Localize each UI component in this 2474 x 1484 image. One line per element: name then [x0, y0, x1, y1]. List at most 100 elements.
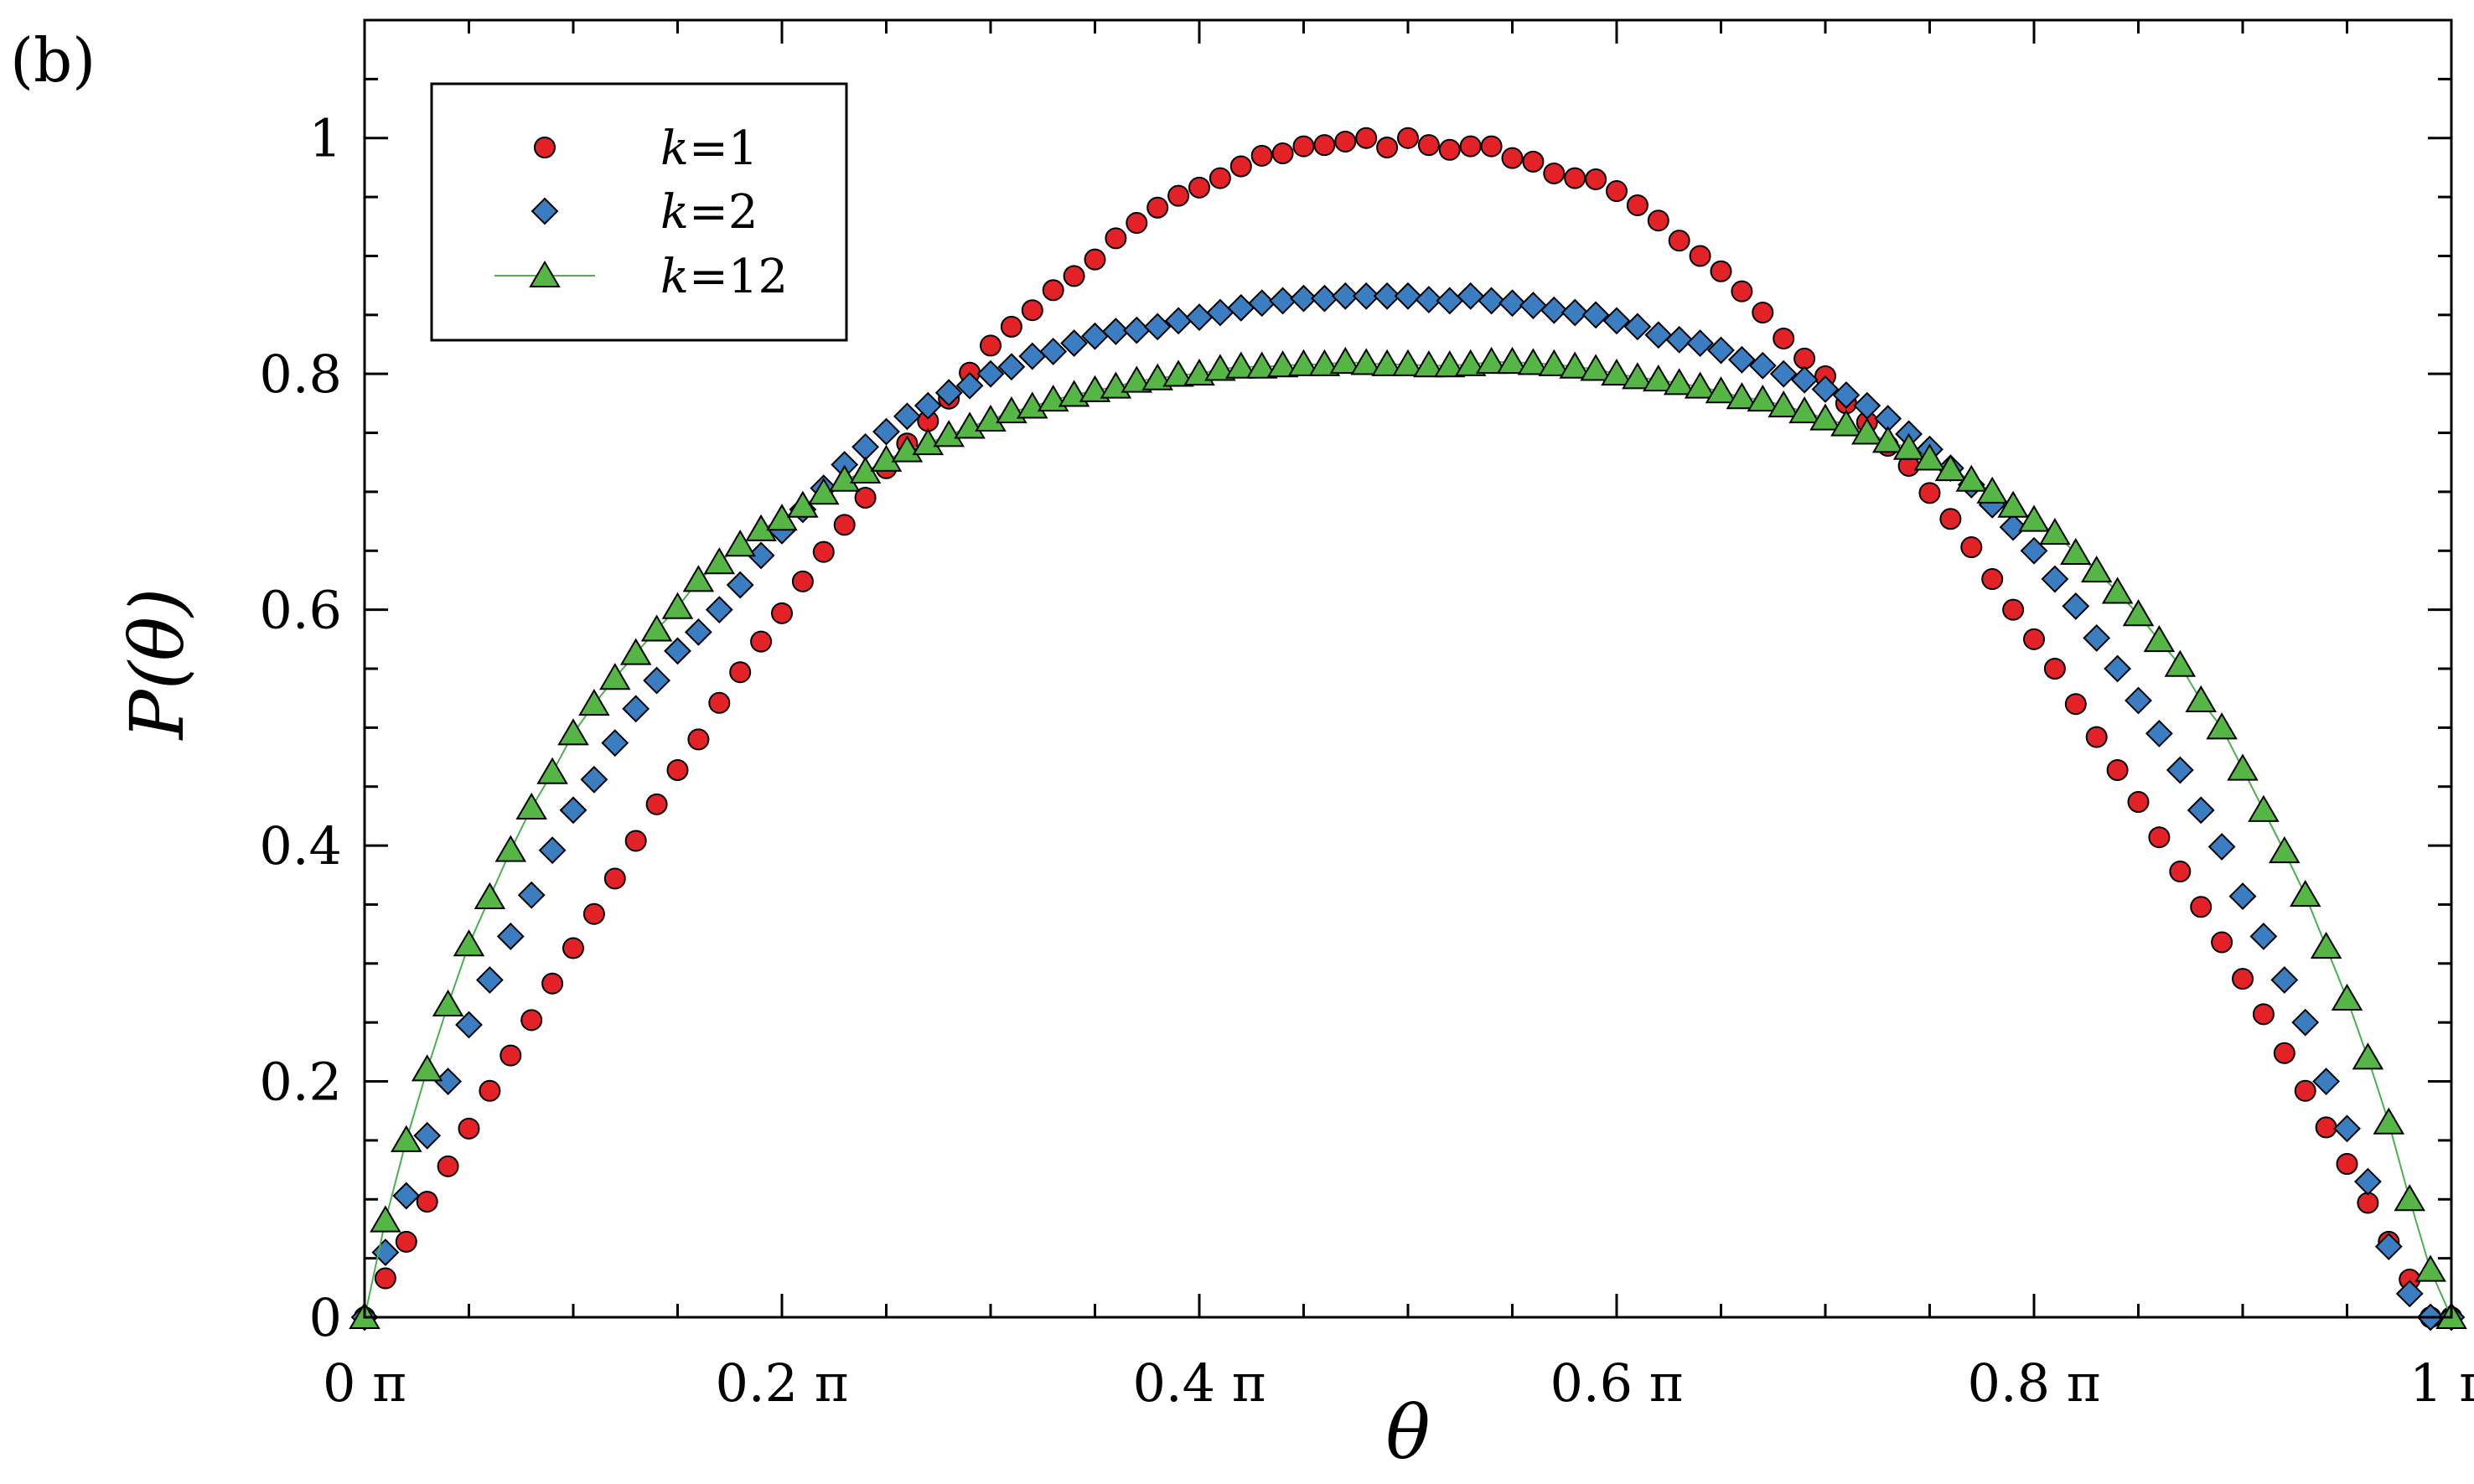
data-point [1350, 348, 1382, 375]
data-point [1559, 351, 1591, 379]
data-point [687, 728, 710, 751]
data-point [1084, 248, 1106, 271]
data-point [1206, 298, 1234, 327]
data-point [2041, 565, 2069, 593]
data-point [1204, 354, 1236, 381]
data-point [2023, 628, 2045, 650]
data-point [2125, 686, 2152, 715]
data-point [1585, 168, 1607, 190]
data-point [599, 663, 631, 690]
data-point [2169, 861, 2192, 883]
data-point [1727, 345, 1756, 374]
data-point [455, 1011, 483, 1039]
data-point [1392, 349, 1424, 376]
data-point [791, 570, 814, 592]
data-point [2039, 517, 2071, 546]
data-point [1039, 338, 1068, 365]
data-point [1394, 282, 1422, 310]
data-point [1313, 134, 1336, 157]
legend-box [430, 82, 848, 342]
data-point [1269, 287, 1297, 315]
data-point [1292, 135, 1315, 158]
data-series [349, 127, 2467, 1331]
data-point [1623, 313, 1652, 341]
data-point [2083, 623, 2111, 652]
data-point [2060, 537, 2092, 566]
data-point [1290, 284, 1317, 313]
data-point [2166, 756, 2194, 784]
data-point [997, 353, 1026, 381]
legend-label: k=2 [660, 185, 758, 240]
data-point [1748, 351, 1777, 380]
data-point [2085, 726, 2108, 748]
y-axis-title: P(θ) [114, 588, 200, 742]
data-point [432, 989, 464, 1017]
data-point [392, 1182, 421, 1210]
data-point [479, 1079, 501, 1102]
data-point [2143, 625, 2176, 653]
data-point [870, 444, 903, 472]
x-tick-label: 0.8 π [1967, 1352, 2100, 1414]
data-point [1496, 346, 1529, 375]
x-tick-label: 0.6 π [1550, 1352, 1683, 1414]
data-point [1329, 346, 1362, 375]
data-point [2270, 966, 2299, 994]
data-point [622, 695, 650, 723]
data-point [499, 1044, 522, 1067]
data-point [1538, 349, 1571, 376]
data-point [520, 1009, 543, 1032]
data-point [474, 882, 506, 909]
data-point [2206, 712, 2238, 740]
data-point [2062, 592, 2090, 620]
data-point [750, 630, 773, 653]
data-point [1622, 362, 1654, 390]
data-point [705, 596, 733, 624]
data-point [1498, 289, 1526, 318]
data-point [1747, 384, 1779, 412]
data-point [2043, 658, 2066, 680]
data-point [2333, 1114, 2361, 1143]
data-point [1665, 325, 1694, 354]
data-point [1668, 230, 1690, 252]
data-point [1643, 365, 1674, 392]
data-point [2127, 791, 2150, 814]
y-tick-label: 0.8 [259, 344, 342, 405]
data-point [411, 1054, 443, 1082]
data-point [1684, 371, 1716, 399]
data-point [851, 433, 880, 461]
data-point [453, 929, 485, 957]
data-point [1352, 282, 1380, 310]
data-point [416, 1191, 438, 1213]
data-point [1413, 350, 1445, 378]
y-tick-label: 1 [309, 108, 342, 169]
y-tick-label: 0 [309, 1287, 342, 1348]
data-point [2353, 1167, 2382, 1196]
data-point [1079, 375, 1111, 402]
data-point [1417, 134, 1440, 157]
data-point [661, 592, 694, 619]
data-point [1853, 391, 1881, 420]
data-point [434, 1068, 463, 1095]
data-point [1960, 536, 1983, 559]
data-point [1042, 279, 1064, 302]
data-point [458, 1117, 480, 1140]
data-point [1185, 303, 1214, 332]
data-point [2249, 923, 2278, 950]
data-point [2331, 983, 2363, 1011]
data-point [1478, 287, 1506, 315]
series-k-12 [349, 346, 2467, 1329]
data-point [1021, 299, 1043, 322]
y-tick-label: 0.6 [259, 580, 342, 641]
data-point [496, 923, 525, 950]
data-point [1331, 282, 1359, 310]
data-point [1355, 127, 1378, 149]
data-point [1122, 316, 1151, 344]
data-point [2148, 826, 2171, 849]
x-tick-label: 1 π [2409, 1352, 2474, 1414]
data-point [2252, 1003, 2275, 1026]
data-point [1581, 301, 1610, 329]
y-tick-label: 0.4 [259, 815, 342, 876]
data-point [1060, 329, 1089, 358]
data-point [515, 792, 547, 820]
data-point [557, 718, 589, 746]
